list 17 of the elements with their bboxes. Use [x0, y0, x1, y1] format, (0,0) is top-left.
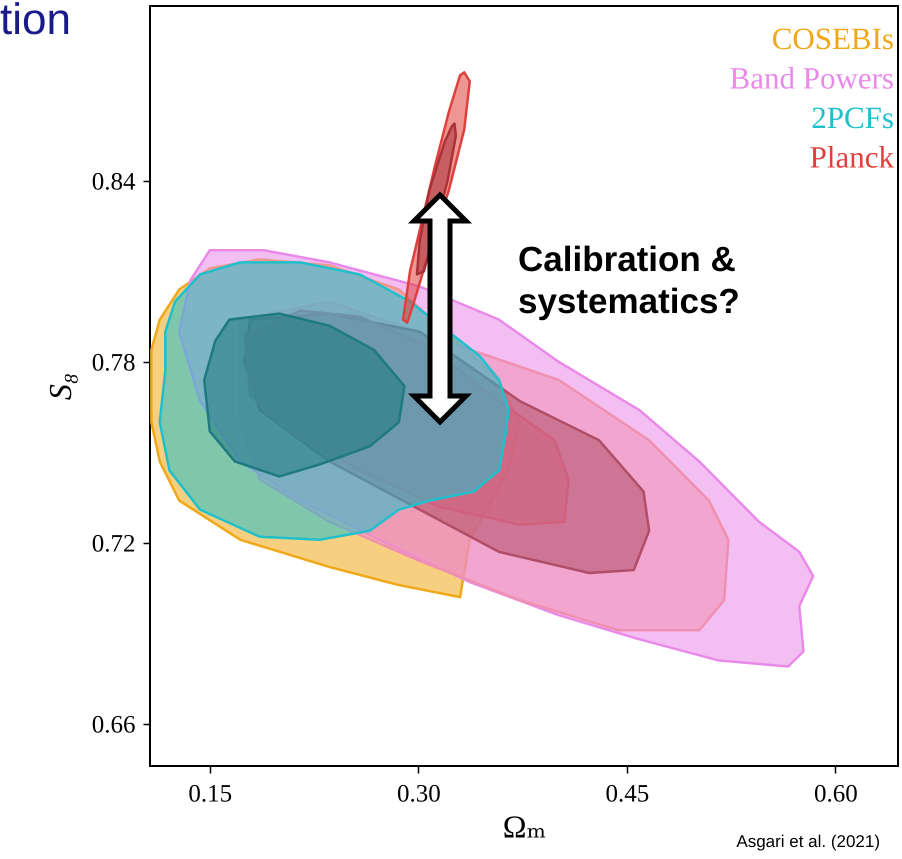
y-tick-label: 0.84	[92, 168, 136, 196]
y-tick-label: 0.66	[92, 711, 136, 738]
text: Band Powers	[730, 60, 894, 96]
text: Asgari et al. (2021)	[736, 832, 880, 851]
x-tick-label: 0.30	[396, 780, 441, 808]
text: tion	[0, 0, 71, 44]
x-tick-label: 0.45	[606, 780, 650, 808]
y-tick-label: 0.72	[92, 530, 136, 558]
x-axis-title: Ωₘ	[502, 808, 546, 844]
y-tick-label: 0.78	[92, 349, 136, 376]
annotation: Calibration & systematics?	[518, 240, 740, 321]
text: Planck	[810, 140, 894, 174]
text: COSEBIs	[772, 21, 894, 56]
x-tick-label: 0.15	[188, 780, 232, 808]
x-tick-label: 0.60	[814, 780, 858, 808]
text: 2PCFs	[811, 100, 894, 135]
y-axis-title: S₈	[42, 372, 78, 400]
